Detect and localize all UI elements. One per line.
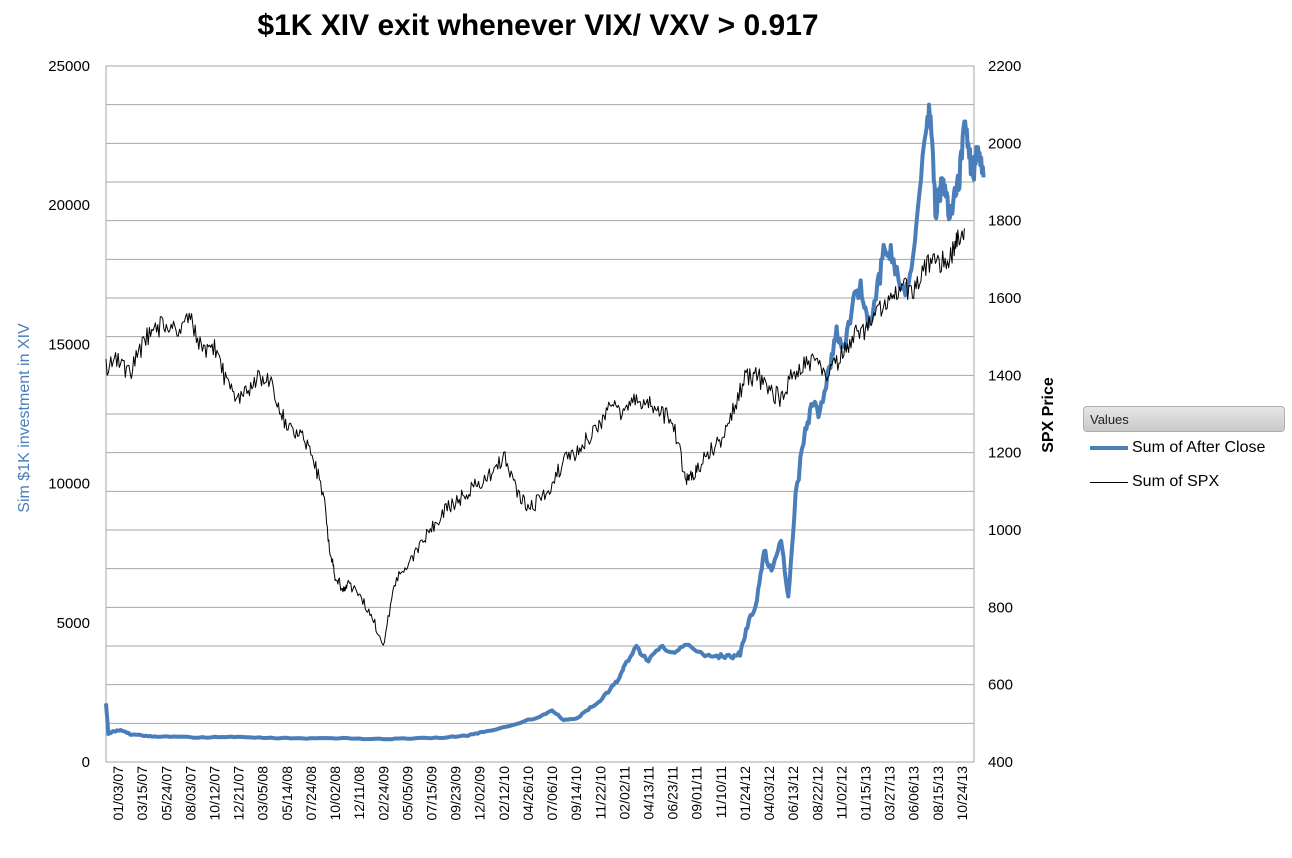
y-left-tick-label: 5000 [57,615,90,632]
x-tick-label: 08/22/12 [809,766,825,821]
y-axis-right: 400 600 800 1000 1200 1400 1600 1800 2000 2200 [988,58,1021,771]
x-tick-label: 03/15/07 [134,766,150,821]
x-tick-label: 12/21/07 [231,766,247,821]
y-right-tick-label: 1600 [988,290,1021,307]
x-tick-label: 04/13/11 [641,766,657,820]
x-tick-label: 10/24/13 [954,766,970,821]
x-tick-label: 11/10/11 [713,766,729,819]
x-tick-label: 10/12/07 [207,766,223,821]
y-right-tick-label: 2200 [988,58,1021,75]
chart-title: $1K XIV exit whenever VIX/ VXV > 0.917 [257,9,818,42]
legend-swatch-spx [1090,481,1128,483]
x-tick-label: 05/05/09 [399,766,415,821]
legend-swatch-after-close [1090,446,1128,450]
y-left-tick-label: 0 [82,754,90,771]
y-right-tick-label: 1800 [988,213,1021,230]
y-right-tick-label: 600 [988,677,1013,694]
x-tick-label: 01/15/13 [858,766,874,821]
x-tick-label: 11/22/10 [592,766,608,820]
x-tick-label: 01/24/12 [737,766,753,821]
x-tick-label: 06/13/12 [785,766,801,821]
x-tick-label: 04/03/12 [761,766,777,821]
y-right-tick-label: 400 [988,754,1013,771]
x-tick-label: 02/02/11 [616,766,632,820]
x-tick-label: 05/14/08 [279,766,295,821]
series-layer [104,102,986,742]
x-tick-label: 06/23/11 [665,766,681,820]
x-tick-label: 03/05/08 [255,766,271,821]
x-tick-label: 03/27/13 [882,766,898,821]
x-tick-label: 11/02/12 [833,766,849,820]
series-line-after-close [104,102,986,742]
x-tick-label: 05/24/07 [158,766,174,821]
y-right-tick-label: 1200 [988,445,1021,462]
legend-label-spx: Sum of SPX [1132,473,1220,490]
legend-item-after-close: Sum of After Close [1090,439,1265,457]
x-tick-label: 07/15/09 [424,766,440,821]
y-axis-left: 0 5000 10000 15000 20000 25000 [48,58,90,771]
x-tick-label: 09/14/10 [568,766,584,821]
legend-header: Values [1083,406,1285,432]
x-tick-label: 12/11/08 [351,766,367,820]
grid-layer [105,65,975,763]
x-axis: 01/03/07 03/15/07 05/24/07 08/03/07 10/12/07… [110,766,970,821]
x-tick-label: 01/03/07 [110,766,126,821]
x-tick-label: 08/15/13 [930,766,946,821]
x-tick-label: 07/24/08 [303,766,319,821]
legend-item-spx: Sum of SPX [1090,473,1219,491]
x-tick-label: 08/03/07 [182,766,198,821]
y-left-tick-label: 10000 [48,476,90,493]
legend-label-after-close: Sum of After Close [1132,439,1266,456]
x-tick-label: 02/12/10 [496,766,512,821]
y-left-tick-label: 20000 [48,197,90,214]
y-axis-left-label: Sim $1K investment in XIV [16,323,33,513]
y-axis-right-label: SPX Price [1040,377,1057,453]
x-tick-label: 04/26/10 [520,766,536,821]
y-right-tick-label: 2000 [988,135,1021,152]
y-left-tick-label: 15000 [48,336,90,353]
y-right-tick-label: 1400 [988,367,1021,384]
x-tick-label: 12/02/09 [472,766,488,821]
x-tick-label: 07/06/10 [544,766,560,821]
y-right-tick-label: 1000 [988,522,1021,539]
plot-frame [105,65,975,763]
x-tick-label: 09/01/11 [689,766,705,820]
series-line-spx [105,228,965,646]
y-left-tick-label: 25000 [48,58,90,75]
y-right-tick-label: 800 [988,599,1013,616]
x-tick-label: 10/02/08 [327,766,343,821]
x-tick-label: 06/06/13 [906,766,922,821]
x-tick-label: 09/23/09 [448,766,464,821]
x-tick-label: 02/24/09 [375,766,391,821]
